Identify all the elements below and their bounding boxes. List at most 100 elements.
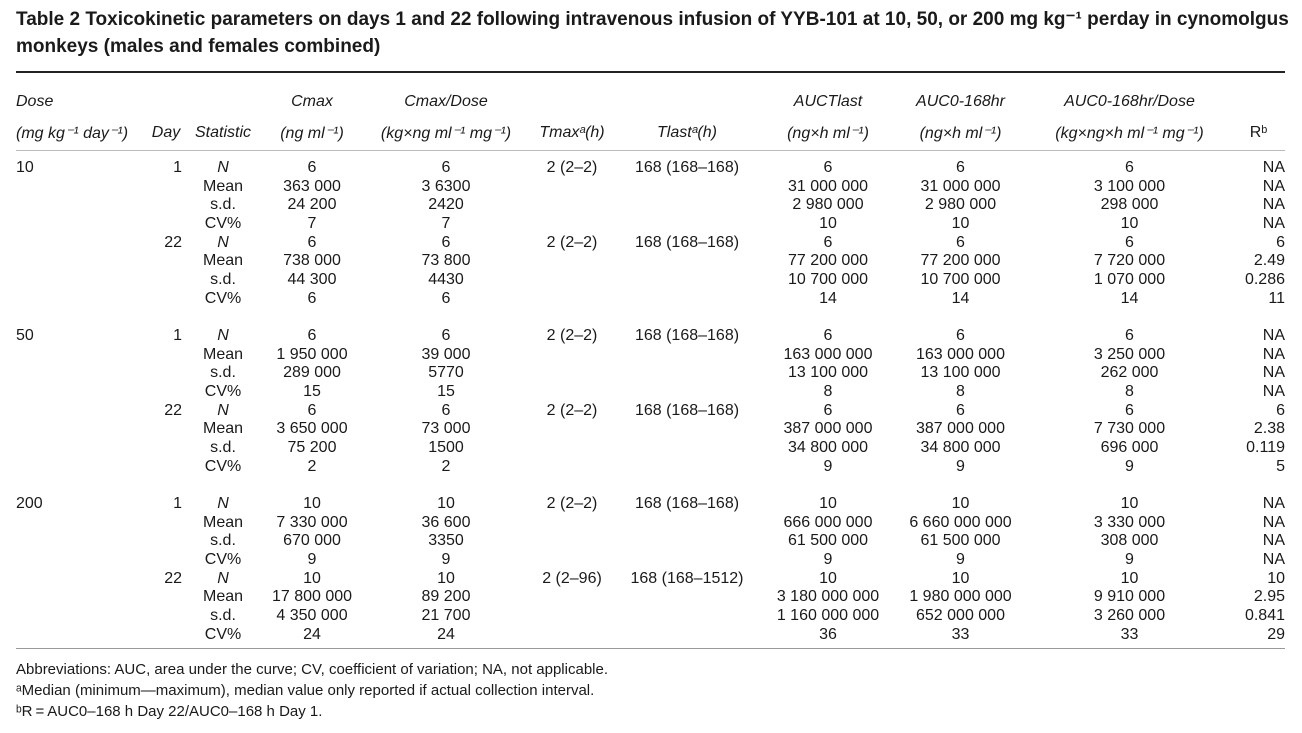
auct-cell: 10 700 000 — [787, 271, 869, 289]
table-row: Mean 363 000 3 6300 31 000 000 31 000 000 3 1… — [16, 178, 1285, 197]
auc168-cell: 8 — [956, 383, 965, 401]
cmax-cell: 44 300 — [287, 271, 337, 289]
cmax-dose-cell: 7 — [441, 215, 451, 233]
statistic-cell: Mean — [202, 252, 244, 270]
auc168-cell: 14 — [951, 289, 970, 307]
day-cell — [150, 420, 182, 439]
auc-dose-cell: 308 000 — [1100, 532, 1159, 550]
dose-cell — [16, 402, 150, 421]
dose-cell — [16, 532, 150, 551]
auct-cell: 14 — [819, 289, 837, 307]
auc-dose-cell: 3 260 000 — [1093, 607, 1166, 625]
tlast-cell: 168 (168–1512) — [630, 569, 744, 587]
statistic-cell: CV% — [204, 457, 242, 475]
auc-dose-cell: 9 910 000 — [1093, 588, 1166, 606]
table-row: 22 N 6 6 2 (2–2) 168 (168–168) 6 6 6 6 — [16, 234, 1285, 253]
auct-cell: 6 — [823, 327, 833, 345]
r-cell: NA — [1262, 383, 1285, 401]
tlast-cell — [612, 346, 762, 365]
tmax-cell — [532, 439, 612, 458]
cmax-cell: 10 — [303, 569, 321, 587]
cmax-cell: 4 350 000 — [276, 607, 348, 625]
table-body: 10 1 N 6 6 2 (2–2) 168 (168–168) 6 6 6 NA Mean 363 0… — [16, 159, 1285, 644]
tmax-cell: 2 (2–2) — [546, 233, 598, 251]
dose-cell — [16, 234, 150, 253]
header-r: Rᵇ — [1249, 123, 1268, 141]
header-auc168: AUC0-168hr — [916, 92, 1005, 110]
footnote-b: ᵇR = AUC0–168 h Day 22/AUC0–168 h Day 1. — [16, 703, 323, 720]
day-cell — [150, 588, 182, 607]
day-cell: 1 — [173, 327, 182, 345]
cmax-dose-cell: 10 — [437, 495, 455, 513]
day-cell — [150, 458, 182, 477]
auc168-cell: 6 — [956, 327, 965, 345]
tmax-cell: 2 (2–2) — [546, 495, 598, 513]
auc168-cell: 9 — [956, 457, 965, 475]
auc168-cell: 34 800 000 — [920, 439, 1001, 457]
auc-dose-cell: 298 000 — [1100, 196, 1159, 214]
statistic-cell: s.d. — [210, 364, 236, 382]
table-row: s.d. 4 350 000 21 700 1 160 000 000 652 000 … — [16, 607, 1285, 626]
cmax-cell: 2 — [307, 457, 317, 475]
table-row: 200 1 N 10 10 2 (2–2) 168 (168–168) 10 10 10 NA — [16, 495, 1285, 514]
cmax-cell: 9 — [307, 551, 317, 569]
day-cell: 1 — [173, 495, 182, 513]
table-row: CV% 9 9 9 9 9 NA — [16, 551, 1285, 570]
auct-cell: 9 — [823, 457, 833, 475]
dose-cell — [16, 626, 150, 645]
tlast-cell — [612, 383, 762, 402]
table-row: Mean 1 950 000 39 000 163 000 000 163 000 00… — [16, 346, 1285, 365]
top-rule — [16, 71, 1285, 73]
r-cell: NA — [1262, 551, 1285, 569]
statistic-cell: N — [217, 495, 229, 513]
day-cell — [150, 439, 182, 458]
auc168-cell: 9 — [956, 551, 965, 569]
day-cell — [150, 215, 182, 234]
auc168-cell: 77 200 000 — [920, 252, 1001, 270]
day-cell: 22 — [164, 569, 182, 587]
tmax-cell — [532, 420, 612, 439]
r-cell: NA — [1262, 159, 1285, 176]
auct-cell: 163 000 000 — [783, 345, 873, 363]
statistic-cell: Mean — [202, 513, 244, 531]
auc-dose-cell: 10 — [1120, 569, 1139, 587]
tmax-cell: 2 (2–2) — [546, 327, 598, 345]
table-row: s.d. 44 300 4430 10 700 000 10 700 000 1 070 … — [16, 271, 1285, 290]
day-cell — [150, 196, 182, 215]
cmax-cell: 75 200 — [287, 439, 337, 457]
statistic-cell: N — [217, 401, 229, 419]
table-title: Table 2 Toxicokinetic parameters on days… — [16, 9, 1289, 57]
statistic-cell: CV% — [204, 289, 242, 307]
day-cell — [150, 532, 182, 551]
table-row: CV% 7 7 10 10 10 NA — [16, 215, 1285, 234]
cmax-cell: 670 000 — [283, 532, 341, 550]
auc168-cell: 6 — [956, 159, 965, 176]
day-cell — [150, 346, 182, 365]
auc-dose-cell: 3 100 000 — [1093, 177, 1166, 195]
statistic-cell: Mean — [202, 345, 244, 363]
auc168-cell: 652 000 000 — [916, 607, 1005, 625]
day-cell: 1 — [173, 159, 182, 176]
table-row: CV% 15 15 8 8 8 NA — [16, 383, 1285, 402]
cmax-dose-cell: 2 — [441, 457, 451, 475]
header-dose: Dose — [16, 92, 54, 110]
cmax-dose-cell: 73 800 — [421, 252, 471, 270]
header-auc-dose: AUC0-168hr/Dose — [1064, 92, 1195, 110]
auc-dose-cell: 262 000 — [1100, 364, 1159, 382]
table-row: CV% 2 2 9 9 9 5 — [16, 458, 1285, 477]
r-cell: NA — [1262, 532, 1285, 550]
header-tmax: Tmaxᵃ(h) — [539, 123, 605, 141]
tlast-cell — [612, 551, 762, 570]
auc-dose-cell: 6 — [1125, 233, 1134, 251]
header-cmax-dose: Cmax/Dose — [404, 92, 488, 110]
dose-cell — [16, 215, 150, 234]
day-cell — [150, 607, 182, 626]
tmax-cell — [532, 271, 612, 290]
auct-cell: 61 500 000 — [787, 532, 869, 550]
dose-cell — [16, 364, 150, 383]
table-row: Mean 17 800 000 89 200 3 180 000 000 1 980 0… — [16, 588, 1285, 607]
auct-cell: 10 — [819, 215, 837, 233]
auc168-cell: 13 100 000 — [920, 364, 1001, 382]
auct-cell: 6 — [823, 233, 833, 251]
auct-cell: 6 — [823, 401, 833, 419]
